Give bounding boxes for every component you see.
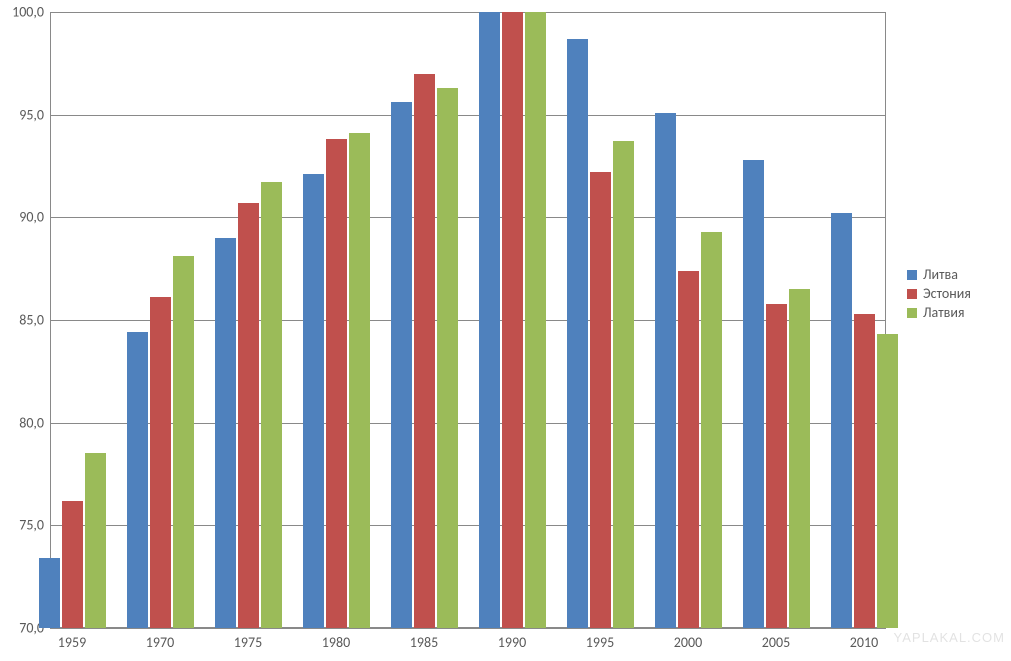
- bar-Латвия: [437, 88, 458, 628]
- bar-Латвия: [85, 453, 106, 628]
- y-tick-label: 80,0: [19, 414, 50, 431]
- x-tick-label: 2000: [674, 628, 702, 651]
- x-tick-label: 1985: [410, 628, 438, 651]
- bar-Литва: [743, 160, 764, 628]
- legend-item: Литва: [907, 266, 971, 283]
- bar-Литва: [831, 213, 852, 628]
- bar-Эстония: [854, 314, 875, 628]
- bar-Эстония: [766, 304, 787, 628]
- bar-Литва: [39, 558, 60, 628]
- y-tick-label: 100,0: [12, 4, 50, 21]
- bar-Эстония: [238, 203, 259, 628]
- legend-item: Латвия: [907, 304, 971, 321]
- y-tick-label: 85,0: [19, 312, 50, 329]
- bar-Эстония: [150, 297, 171, 628]
- x-tick-label: 2005: [762, 628, 790, 651]
- bar-Литва: [215, 238, 236, 628]
- x-tick-label: 1990: [498, 628, 526, 651]
- legend-swatch: [907, 270, 917, 280]
- plot-area: 70,075,080,085,090,095,0100,019591970197…: [50, 12, 886, 628]
- bar-Литва: [127, 332, 148, 628]
- x-tick-label: 1980: [322, 628, 350, 651]
- x-tick-label: 2010: [850, 628, 878, 651]
- bar-Литва: [303, 174, 324, 628]
- axis-border: [50, 12, 886, 13]
- x-tick-label: 1970: [146, 628, 174, 651]
- bar-Латвия: [525, 12, 546, 628]
- y-tick-label: 95,0: [19, 106, 50, 123]
- gridline: [50, 628, 886, 629]
- legend-label: Литва: [923, 266, 958, 283]
- bar-Литва: [479, 12, 500, 628]
- bar-Латвия: [613, 141, 634, 628]
- bar-Латвия: [789, 289, 810, 628]
- x-tick-label: 1959: [58, 628, 86, 651]
- legend-label: Эстония: [923, 285, 971, 302]
- bar-Латвия: [173, 256, 194, 628]
- bar-Латвия: [701, 232, 722, 628]
- bar-Литва: [567, 39, 588, 628]
- legend-item: Эстония: [907, 285, 971, 302]
- legend: Литва Эстония Латвия: [907, 266, 971, 323]
- legend-swatch: [907, 289, 917, 299]
- bar-Эстония: [502, 12, 523, 628]
- legend-label: Латвия: [923, 304, 965, 321]
- bar-Эстония: [678, 271, 699, 628]
- bar-Эстония: [414, 74, 435, 628]
- legend-swatch: [907, 308, 917, 318]
- bar-Латвия: [877, 334, 898, 628]
- x-tick-label: 1995: [586, 628, 614, 651]
- bar-Эстония: [590, 172, 611, 628]
- chart-root: 70,075,080,085,090,095,0100,019591970197…: [0, 0, 1011, 661]
- bar-Литва: [391, 102, 412, 628]
- bar-Литва: [655, 113, 676, 628]
- gridline: [50, 115, 886, 116]
- bar-Латвия: [349, 133, 370, 628]
- bar-Эстония: [62, 501, 83, 628]
- watermark: YAPLAKAL.COM: [894, 630, 1005, 645]
- bar-Эстония: [326, 139, 347, 628]
- x-tick-label: 1975: [234, 628, 262, 651]
- y-tick-label: 90,0: [19, 209, 50, 226]
- y-tick-label: 75,0: [19, 517, 50, 534]
- bar-Латвия: [261, 182, 282, 628]
- axis-border: [50, 12, 51, 628]
